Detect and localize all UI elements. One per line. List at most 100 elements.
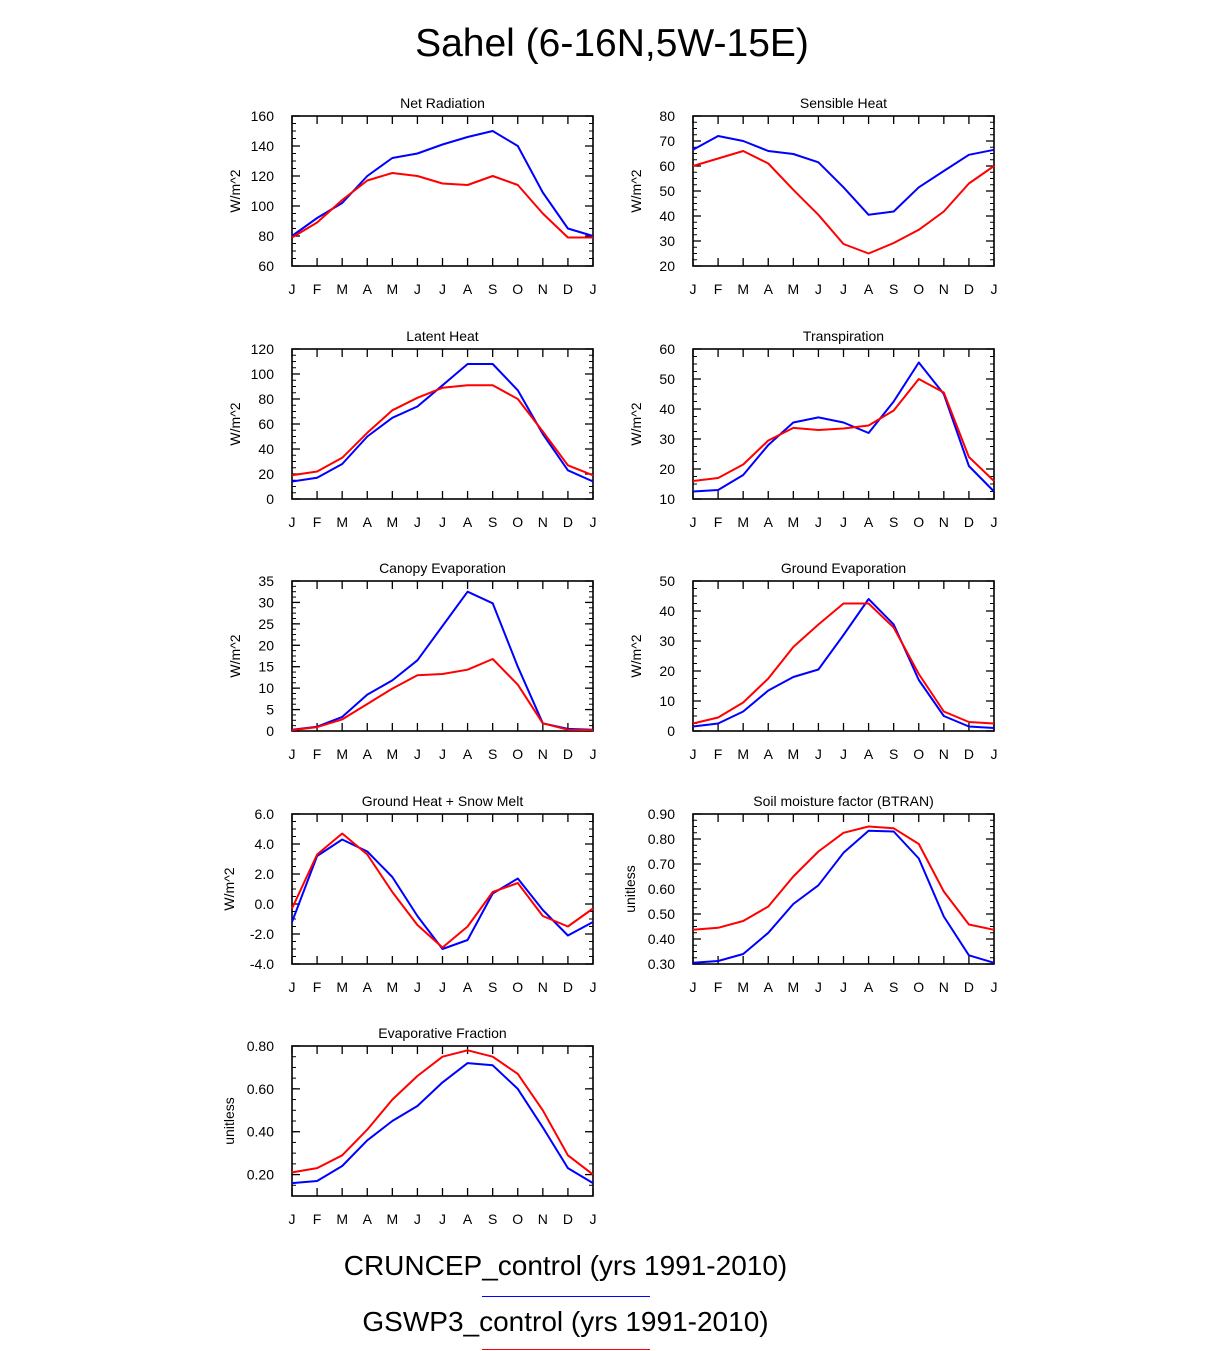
x-tick-label: M [336, 1211, 348, 1227]
x-tick-label: J [815, 281, 822, 297]
x-tick-label: J [815, 746, 822, 762]
x-tick-label: J [289, 1211, 296, 1227]
chart-title: Canopy Evaporation [379, 560, 506, 576]
x-tick-label: M [737, 746, 749, 762]
chart-title: Ground Heat + Snow Melt [362, 793, 524, 809]
x-tick-label: N [538, 281, 548, 297]
x-tick-label: J [414, 514, 421, 530]
x-tick-label: J [439, 281, 446, 297]
x-tick-label: J [289, 514, 296, 530]
x-tick-label: S [889, 281, 898, 297]
y-tick-label: 80 [258, 228, 274, 244]
x-tick-label: M [386, 1211, 398, 1227]
y-tick-label: 0.60 [247, 1081, 274, 1097]
x-tick-label: O [512, 746, 523, 762]
x-tick-label: J [439, 746, 446, 762]
y-tick-label: 30 [659, 233, 675, 249]
chart-title: Evaporative Fraction [378, 1025, 506, 1041]
x-tick-label: J [991, 281, 998, 297]
x-tick-label: J [289, 746, 296, 762]
x-tick-label: A [463, 979, 473, 995]
y-tick-label: 0.30 [648, 956, 675, 972]
plot-frame [291, 580, 594, 732]
x-tick-label: M [737, 979, 749, 995]
chart-title: Soil moisture factor (BTRAN) [753, 793, 933, 809]
y-axis-label: W/m^2 [628, 634, 644, 677]
y-tick-label: 0 [667, 723, 675, 739]
y-tick-label: 2.0 [255, 866, 275, 882]
series-line-2 [291, 832, 594, 949]
y-tick-label: 50 [659, 371, 675, 387]
x-tick-label: A [363, 746, 373, 762]
x-tick-label: N [939, 281, 949, 297]
y-axis-label: unitless [622, 865, 638, 912]
x-tick-label: A [764, 979, 774, 995]
x-tick-label: M [737, 281, 749, 297]
x-tick-label: M [787, 514, 799, 530]
x-tick-label: J [690, 746, 697, 762]
y-tick-label: -4.0 [250, 956, 274, 972]
series-line-2 [291, 172, 593, 239]
y-tick-label: 40 [659, 401, 675, 417]
y-tick-label: 60 [258, 258, 274, 274]
x-tick-label: A [363, 281, 373, 297]
y-tick-label: 10 [659, 491, 675, 507]
y-axis-label: W/m^2 [227, 402, 243, 445]
series-line-2 [692, 825, 995, 931]
series-line-1 [692, 135, 995, 216]
x-tick-label: J [840, 514, 847, 530]
y-tick-label: 0.60 [648, 881, 675, 897]
y-tick-label: 0.70 [648, 856, 675, 872]
chart-panel-7: J F M A M J J A S O N D J-4.0-2.00.02.04.06.0Ground … [221, 793, 597, 995]
x-tick-label: A [463, 746, 473, 762]
x-tick-label: F [714, 746, 723, 762]
x-tick-label: M [386, 979, 398, 995]
y-axis-label: W/m^2 [221, 867, 237, 910]
x-tick-label: A [363, 1211, 373, 1227]
y-tick-label: 6.0 [255, 806, 275, 822]
x-tick-label: S [889, 746, 898, 762]
y-tick-label: 20 [258, 637, 274, 653]
x-tick-label: J [815, 514, 822, 530]
chart-panel-4: J F M A M J J A S O N D J102030405060TranspirationW/… [628, 328, 998, 530]
x-tick-label: J [289, 979, 296, 995]
y-tick-label: 30 [258, 594, 274, 610]
x-tick-label: N [939, 514, 949, 530]
x-tick-label: J [289, 281, 296, 297]
y-tick-label: 70 [659, 133, 675, 149]
x-tick-label: J [414, 281, 421, 297]
x-tick-label: M [787, 281, 799, 297]
y-tick-label: 35 [258, 573, 274, 589]
y-tick-label: 120 [251, 168, 275, 184]
x-tick-label: F [313, 514, 322, 530]
x-tick-label: F [714, 979, 723, 995]
x-tick-label: A [764, 746, 774, 762]
x-tick-label: D [563, 281, 573, 297]
x-tick-label: J [991, 514, 998, 530]
x-tick-label: A [463, 281, 473, 297]
x-tick-label: M [787, 746, 799, 762]
x-tick-label: S [488, 1211, 497, 1227]
y-tick-label: 100 [251, 366, 275, 382]
y-tick-label: 160 [251, 108, 275, 124]
x-tick-label: F [313, 746, 322, 762]
y-tick-label: 20 [659, 663, 675, 679]
x-tick-label: D [563, 514, 573, 530]
x-tick-label: N [538, 746, 548, 762]
y-tick-label: 100 [251, 198, 275, 214]
y-tick-label: 20 [659, 461, 675, 477]
y-tick-label: 0.40 [247, 1124, 274, 1140]
y-axis-label: W/m^2 [628, 169, 644, 212]
y-tick-label: 60 [258, 416, 274, 432]
x-tick-label: A [363, 514, 373, 530]
x-tick-label: M [386, 281, 398, 297]
y-tick-label: 50 [659, 183, 675, 199]
y-tick-label: 5 [266, 702, 274, 718]
x-tick-label: O [512, 979, 523, 995]
y-tick-label: 40 [659, 208, 675, 224]
x-tick-label: S [488, 979, 497, 995]
y-axis-label: unitless [221, 1097, 237, 1144]
